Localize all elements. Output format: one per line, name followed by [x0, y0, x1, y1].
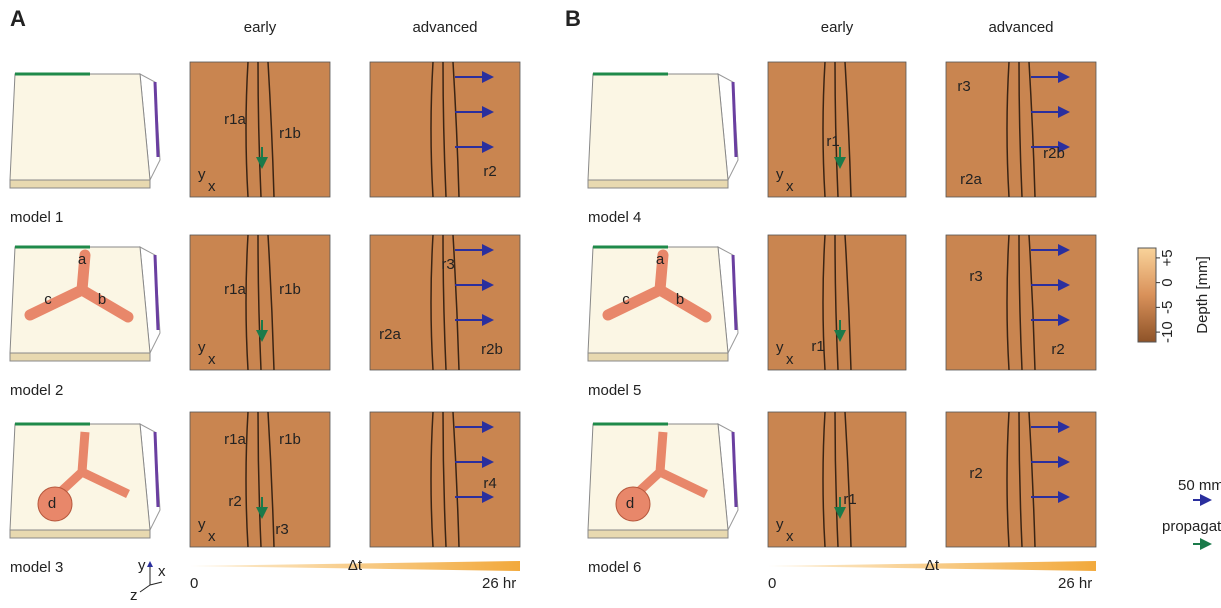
tile-axis-label: x: [208, 528, 216, 545]
tile-axis-label: x: [786, 178, 794, 195]
model-label: model 5: [588, 382, 641, 399]
column-header: advanced: [988, 19, 1053, 36]
column-header: early: [244, 19, 277, 36]
model-block: [10, 74, 150, 180]
time-start: 0: [768, 575, 776, 592]
rift-label: r1a: [224, 281, 246, 298]
colorbar-label: Depth [mm]: [1194, 256, 1211, 334]
model-label: model 1: [10, 209, 63, 226]
model-base: [10, 530, 150, 538]
model-label: model 4: [588, 209, 641, 226]
colorbar-tick-label: +5: [1159, 249, 1176, 266]
model-base: [10, 180, 150, 188]
rift-label: r1: [843, 491, 856, 508]
rift-label: r2b: [481, 341, 503, 358]
tile-axis-label: x: [208, 351, 216, 368]
rift-label: r2a: [960, 171, 982, 188]
legend-propagation: propagation: [1162, 518, 1221, 535]
rift-label: r2: [1051, 341, 1064, 358]
rift-label: r2b: [1043, 145, 1065, 162]
rift-label: r1b: [279, 125, 301, 142]
model-base: [588, 530, 728, 538]
time-end: 26 hr: [482, 575, 516, 592]
block-label: b: [676, 291, 684, 308]
colorbar: [1138, 248, 1156, 342]
triad-label: y: [138, 557, 146, 574]
rift-label: r3: [441, 256, 454, 273]
colorbar-tick-label: -10: [1159, 321, 1176, 343]
tile-axis-label: x: [208, 178, 216, 195]
panel-label: A: [10, 6, 26, 31]
rift-label: r3: [275, 521, 288, 538]
model-label: model 3: [10, 559, 63, 576]
model-base: [588, 353, 728, 361]
rift-label: r1b: [279, 281, 301, 298]
time-label: Δt: [348, 557, 363, 574]
rift-label: r2: [483, 163, 496, 180]
rift-label: r2: [228, 493, 241, 510]
tile-axis-label: y: [776, 166, 784, 183]
time-start: 0: [190, 575, 198, 592]
rift-label: r1b: [279, 431, 301, 448]
rift-label: r1: [826, 133, 839, 150]
colorbar-tick-label: -5: [1159, 301, 1176, 314]
model-block: [588, 74, 728, 180]
block-label: d: [626, 495, 634, 512]
block-label: c: [622, 291, 630, 308]
panel-label: B: [565, 6, 581, 31]
model-base: [588, 180, 728, 188]
tile-axis-label: y: [776, 339, 784, 356]
time-end: 26 hr: [1058, 575, 1092, 592]
tile-axis-label: x: [786, 351, 794, 368]
column-header: advanced: [412, 19, 477, 36]
rift-label: r2: [969, 465, 982, 482]
tile-axis-label: y: [776, 516, 784, 533]
tile-axis-label: x: [786, 528, 794, 545]
rift-label: r1a: [224, 431, 246, 448]
block-label: d: [48, 495, 56, 512]
block-label: c: [44, 291, 52, 308]
model-label: model 6: [588, 559, 641, 576]
rift-label: r1: [811, 338, 824, 355]
model-base: [10, 353, 150, 361]
rift-label: r3: [957, 78, 970, 95]
figure: Aearlyadvancedmodel 1r1ar1br2yxabcmodel …: [0, 0, 1221, 603]
time-label: Δt: [925, 557, 940, 574]
block-label: b: [98, 291, 106, 308]
model-label: model 2: [10, 382, 63, 399]
rift-label: r4: [483, 475, 496, 492]
rift-label: r3: [969, 268, 982, 285]
tile-axis-label: y: [198, 339, 206, 356]
triad-label: z: [130, 587, 138, 603]
colorbar-tick-label: 0: [1159, 278, 1176, 286]
block-label: a: [656, 251, 665, 268]
rift-label: r2a: [379, 326, 401, 343]
tile-axis-label: y: [198, 166, 206, 183]
tile-axis-label: y: [198, 516, 206, 533]
rift-label: r1a: [224, 111, 246, 128]
column-header: early: [821, 19, 854, 36]
legend-scale: 50 mm: [1178, 477, 1221, 494]
triad-label: x: [158, 563, 166, 580]
axis-z: [140, 585, 150, 592]
axis-x: [150, 582, 162, 585]
block-label: a: [78, 251, 87, 268]
